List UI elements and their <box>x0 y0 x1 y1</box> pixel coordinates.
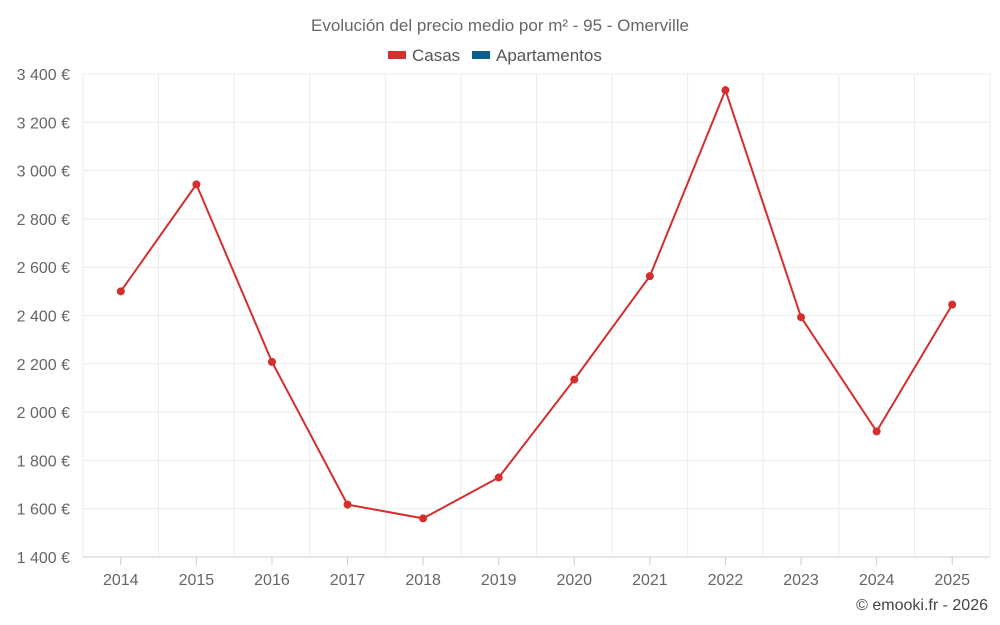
y-tick-label: 1 400 € <box>17 550 70 567</box>
x-tick-label: 2014 <box>103 572 139 589</box>
legend-label-casas: Casas <box>412 46 460 65</box>
data-point-casas-2015[interactable] <box>192 180 201 189</box>
x-tick-label: 2022 <box>708 572 744 589</box>
data-point-casas-2017[interactable] <box>343 500 352 509</box>
x-tick-label: 2019 <box>481 572 517 589</box>
grid-lines <box>82 73 991 558</box>
x-tick-label: 2024 <box>859 572 895 589</box>
data-point-casas-2023[interactable] <box>797 313 806 322</box>
data-point-casas-2025[interactable] <box>948 300 957 309</box>
data-point-casas-2016[interactable] <box>267 357 276 366</box>
data-point-casas-2018[interactable] <box>419 514 428 523</box>
x-axis-tick-labels: 2014 2015 2016 2017 2018 2019 2020 2021 2022 2023… <box>103 557 970 589</box>
legend-swatch-casas <box>388 51 406 59</box>
x-tick-label: 2020 <box>556 572 592 589</box>
x-tick-label: 2015 <box>179 572 215 589</box>
y-tick-label: 2 400 € <box>17 309 70 326</box>
legend-item-apartamentos[interactable]: Apartamentos <box>472 46 602 65</box>
y-tick-label: 2 800 € <box>17 212 70 229</box>
y-tick-label: 3 200 € <box>17 115 70 132</box>
y-tick-label: 1 800 € <box>17 453 70 470</box>
series-casas <box>116 86 957 523</box>
x-tick-label: 2025 <box>934 572 970 589</box>
y-tick-label: 3 400 € <box>17 67 70 84</box>
y-tick-label: 3 000 € <box>17 164 70 181</box>
x-tick-label: 2023 <box>783 572 819 589</box>
x-tick-label: 2016 <box>254 572 290 589</box>
data-point-casas-2024[interactable] <box>872 427 881 436</box>
chart-title: Evolución del precio medio por m² - 95 -… <box>311 16 689 35</box>
y-tick-label: 2 000 € <box>17 405 70 422</box>
y-tick-label: 1 600 € <box>17 502 70 519</box>
data-point-casas-2022[interactable] <box>721 86 730 95</box>
x-tick-label: 2021 <box>632 572 668 589</box>
data-point-casas-2020[interactable] <box>570 375 579 384</box>
y-tick-label: 2 200 € <box>17 357 70 374</box>
legend-item-casas[interactable]: Casas <box>388 46 460 65</box>
data-point-casas-2021[interactable] <box>645 272 654 281</box>
credit-text: © emooki.fr - 2026 <box>856 597 988 614</box>
legend-label-apartamentos: Apartamentos <box>496 46 602 65</box>
data-point-casas-2019[interactable] <box>494 473 503 482</box>
y-axis-tick-labels: 1 400 € 1 600 € 1 800 € 2 000 € 2 200 € 2 400… <box>17 67 70 567</box>
x-tick-label: 2017 <box>330 572 366 589</box>
x-tick-label: 2018 <box>405 572 441 589</box>
series-line-casas <box>119 89 954 520</box>
data-point-casas-2014[interactable] <box>116 287 125 296</box>
legend-swatch-apartamentos <box>472 51 490 59</box>
legend: Casas Apartamentos <box>388 46 602 65</box>
y-tick-label: 2 600 € <box>17 260 70 277</box>
